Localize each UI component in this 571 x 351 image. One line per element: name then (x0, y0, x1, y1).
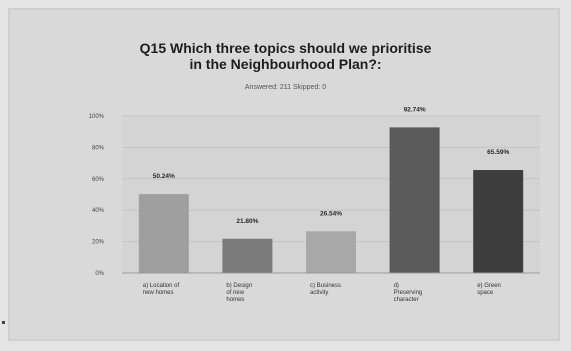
x-tick-label: d) Preserving character (394, 283, 423, 303)
bar (473, 170, 524, 273)
data-label: 92.74% (404, 106, 426, 113)
bar (306, 231, 356, 273)
chart-title-line-2: in the Neighbourhood Plan?: (189, 56, 382, 72)
y-tick-label: 40% (92, 208, 105, 214)
chart-subtitle: Answered: 211 Skipped: 0 (244, 84, 327, 91)
x-tick-label: b) Design of new homes (226, 283, 252, 303)
data-label: 65.59% (487, 149, 509, 156)
chart-title: Q15 Which three topics should we priorit… (0, 40, 571, 72)
y-tick-label: 100% (89, 114, 105, 120)
bar (222, 238, 273, 273)
x-tick-label: a) Location of new homes (143, 283, 180, 296)
bar (138, 194, 189, 273)
bar (389, 127, 440, 274)
data-label: 50.24% (153, 173, 175, 180)
y-tick-label: 0% (95, 271, 104, 277)
chart-title-line-1: Q15 Which three topics should we priorit… (139, 40, 432, 56)
y-tick-label: 20% (92, 240, 105, 246)
data-label: 26.54% (320, 210, 342, 217)
y-tick-label: 60% (92, 177, 105, 183)
slide-marker (2, 321, 5, 324)
x-tick-label: e) Green space (477, 283, 501, 296)
x-tick-label: c) Business activity (310, 283, 341, 296)
y-tick-label: 80% (92, 145, 105, 151)
data-label: 21.80% (236, 218, 258, 225)
